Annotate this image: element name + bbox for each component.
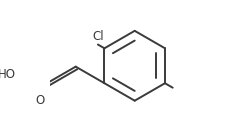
Text: HO: HO bbox=[0, 68, 16, 81]
Text: Cl: Cl bbox=[92, 30, 104, 43]
Text: O: O bbox=[35, 94, 44, 107]
